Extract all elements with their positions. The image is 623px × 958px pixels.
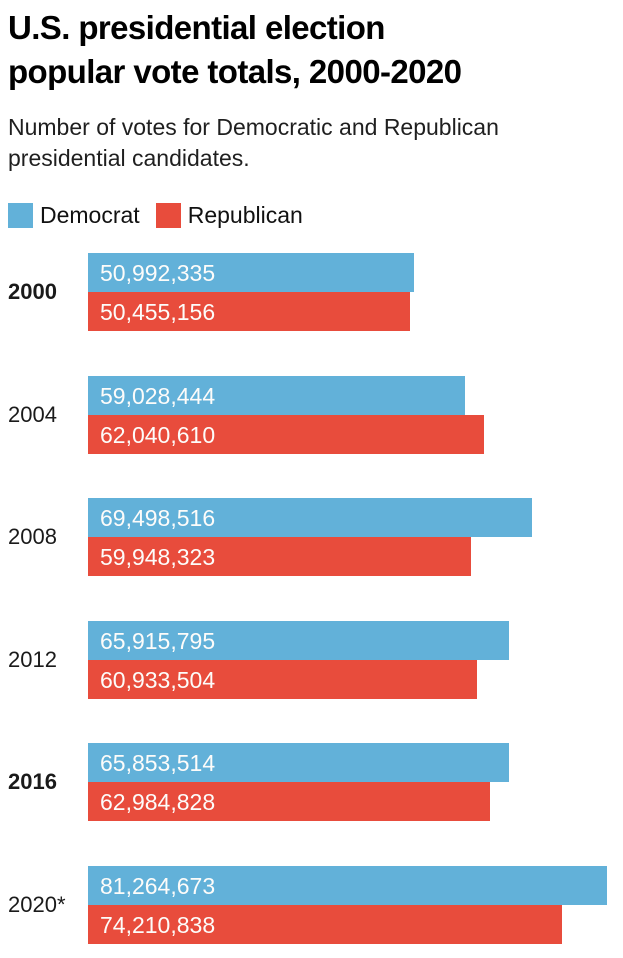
- bar-democrat-2008: 69,498,516: [88, 498, 532, 537]
- bar-value-label-republican-2008: 59,948,323: [100, 544, 216, 570]
- bar-republican-2008: 59,948,323: [88, 537, 471, 576]
- bar-republican-2012: 60,933,504: [88, 660, 477, 699]
- legend: Democrat Republican: [8, 203, 303, 228]
- bar-republican-2020: 74,210,838: [88, 905, 562, 944]
- chart-title: U.S. presidential election popular vote …: [8, 6, 462, 94]
- category-label-2008: 2008: [8, 524, 57, 549]
- bar-democrat-2020: 81,264,673: [88, 866, 607, 905]
- bar-value-label-republican-2016: 62,984,828: [100, 789, 216, 815]
- chart-title-line-1: U.S. presidential election: [8, 9, 385, 46]
- bar-democrat-2004: 59,028,444: [88, 376, 465, 415]
- legend-item-republican: Republican: [155, 202, 303, 228]
- chart-title-line-2: popular vote totals, 2000-2020: [8, 53, 462, 90]
- bar-democrat-2012: 65,915,795: [88, 621, 509, 660]
- bar-value-label-republican-2004: 62,040,610: [100, 422, 216, 448]
- category-label-2012: 2012: [8, 647, 57, 672]
- bar-value-label-democrat-2004: 59,028,444: [100, 383, 216, 409]
- bar-value-label-republican-2012: 60,933,504: [100, 667, 216, 693]
- bar-value-label-republican-2020: 74,210,838: [100, 912, 216, 938]
- bar-value-label-democrat-2012: 65,915,795: [100, 628, 216, 654]
- legend-item-democrat: Democrat: [8, 203, 140, 228]
- bar-value-label-democrat-2016: 65,853,514: [100, 750, 216, 776]
- bar-value-label-democrat-2008: 69,498,516: [100, 505, 216, 531]
- bar-democrat-2000: 50,992,335: [88, 253, 414, 292]
- bar-republican-2000: 50,455,156: [88, 292, 410, 331]
- legend-label-democrat: Democrat: [40, 202, 140, 228]
- republican-swatch-icon: [155, 203, 181, 228]
- category-label-2016: 2016: [8, 769, 57, 794]
- bar-value-label-democrat-2020: 81,264,673: [100, 873, 216, 899]
- bar-value-label-republican-2000: 50,455,156: [100, 299, 216, 325]
- bar-republican-2016: 62,984,828: [88, 782, 490, 821]
- bar-republican-2004: 62,040,610: [88, 415, 484, 454]
- category-label-2020: 2020*: [8, 892, 66, 917]
- category-label-2000: 2000: [8, 279, 57, 304]
- bar-value-label-democrat-2000: 50,992,335: [100, 260, 216, 286]
- chart-subtitle: Number of votes for Democratic and Repub…: [8, 114, 499, 171]
- bar-democrat-2016: 65,853,514: [88, 743, 509, 782]
- democrat-swatch-icon: [8, 203, 33, 228]
- category-label-2004: 2004: [8, 402, 57, 427]
- legend-label-republican: Republican: [187, 202, 303, 228]
